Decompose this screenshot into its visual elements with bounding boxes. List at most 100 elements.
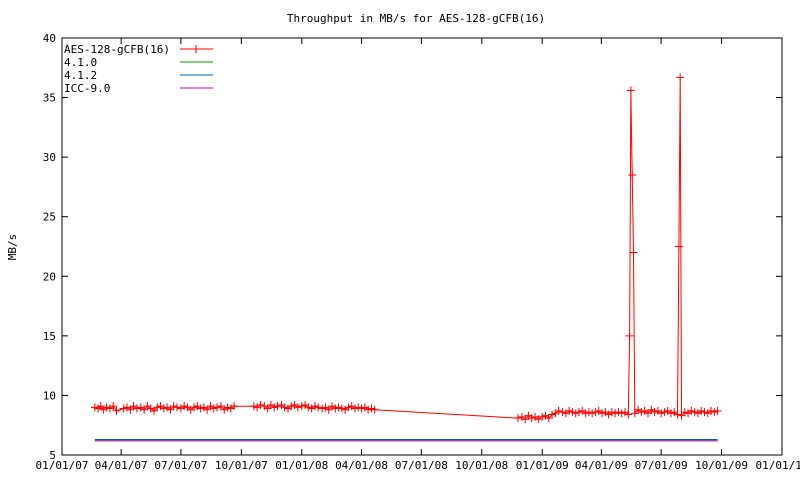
data-point [370,405,379,414]
data-point [337,404,346,413]
data-point [643,409,652,418]
x-tick-label: 01/01/10 [756,459,800,472]
data-point [617,409,626,418]
y-tick-label: 40 [43,32,56,45]
series-layer [90,73,722,442]
data-point [314,403,323,412]
y-tick-label: 20 [43,270,56,283]
legend-label: ICC-9.0 [64,82,110,95]
data-point [575,408,584,417]
data-point [297,402,306,411]
y-tick-label: 10 [43,389,56,402]
x-tick-label: 07/01/09 [635,459,688,472]
data-point [624,410,633,419]
data-point [565,406,574,415]
legend-marker [192,45,200,53]
data-point [213,403,222,412]
x-tick-label: 04/01/08 [335,459,388,472]
data-point [223,403,232,412]
data-point [657,409,666,418]
data-point [571,409,580,418]
y-tick-label: 25 [43,211,56,224]
data-point [172,403,181,412]
data-point [180,402,189,411]
y-tick-label: 35 [43,92,56,105]
data-point [598,409,606,418]
data-point [304,403,313,412]
x-tick-label: 07/01/07 [154,459,207,472]
data-point [112,406,121,415]
data-point [140,405,149,414]
data-point [538,412,547,421]
legend-label: 4.1.0 [64,56,97,69]
data-point [249,402,258,411]
data-point [263,404,272,413]
data-point [625,331,634,340]
data-point [680,408,689,417]
data-point [132,404,141,413]
x-tick-label: 01/01/09 [516,459,569,472]
data-point [169,402,178,411]
data-point [190,403,199,412]
data-point [159,404,168,413]
x-tick-label: 04/01/07 [95,459,148,472]
data-point [650,408,659,417]
data-point [700,408,709,417]
y-tick-label: 30 [43,151,56,164]
data-point [270,403,279,412]
data-point [203,405,212,414]
data-point [676,73,685,82]
data-point [673,410,682,419]
data-point [153,403,162,412]
legend-label: AES-128-gCFB(16) [64,43,170,56]
data-point [256,400,265,409]
data-point [109,402,118,411]
data-point [544,414,553,423]
y-tick-label: 15 [43,330,56,343]
data-point [630,409,639,418]
data-point [273,402,282,411]
data-point [293,403,302,412]
series-1 [90,73,722,424]
data-point [548,410,557,419]
data-point [697,406,706,415]
data-point [90,403,99,412]
data-point [713,406,722,415]
data-point [287,402,296,411]
data-point [666,409,675,418]
data-point [196,404,205,413]
data-point [554,406,563,415]
data-point [513,414,522,423]
data-point [527,414,536,423]
data-point [660,408,669,417]
x-tick-label: 10/01/08 [455,459,508,472]
data-point [166,405,175,414]
x-tick-label: 10/01/09 [695,459,748,472]
data-point [102,403,111,412]
data-point [591,408,600,417]
y-axis-label: MB/s [6,234,19,261]
x-tick-label: 01/01/08 [275,459,328,472]
data-point [324,405,333,414]
data-point [126,405,135,414]
data-point [357,404,366,413]
data-point [334,403,343,412]
data-point [310,402,319,411]
data-point [710,408,719,417]
legend-label: 4.1.2 [64,69,97,82]
data-point [344,403,353,412]
x-tick-label: 10/01/07 [215,459,268,472]
data-point [690,408,699,417]
data-point [558,408,567,417]
data-point [687,406,696,415]
data-point [629,248,638,257]
x-tick-label: 04/01/09 [575,459,628,472]
data-point [216,402,225,411]
series-line [94,77,718,420]
data-point [626,86,635,95]
x-tick-label: 01/01/07 [36,459,89,472]
axis-ticks: 5 10 15 20 25 30 35 40 01/01/07 04/01/07 07/01/07 1… [36,32,800,472]
